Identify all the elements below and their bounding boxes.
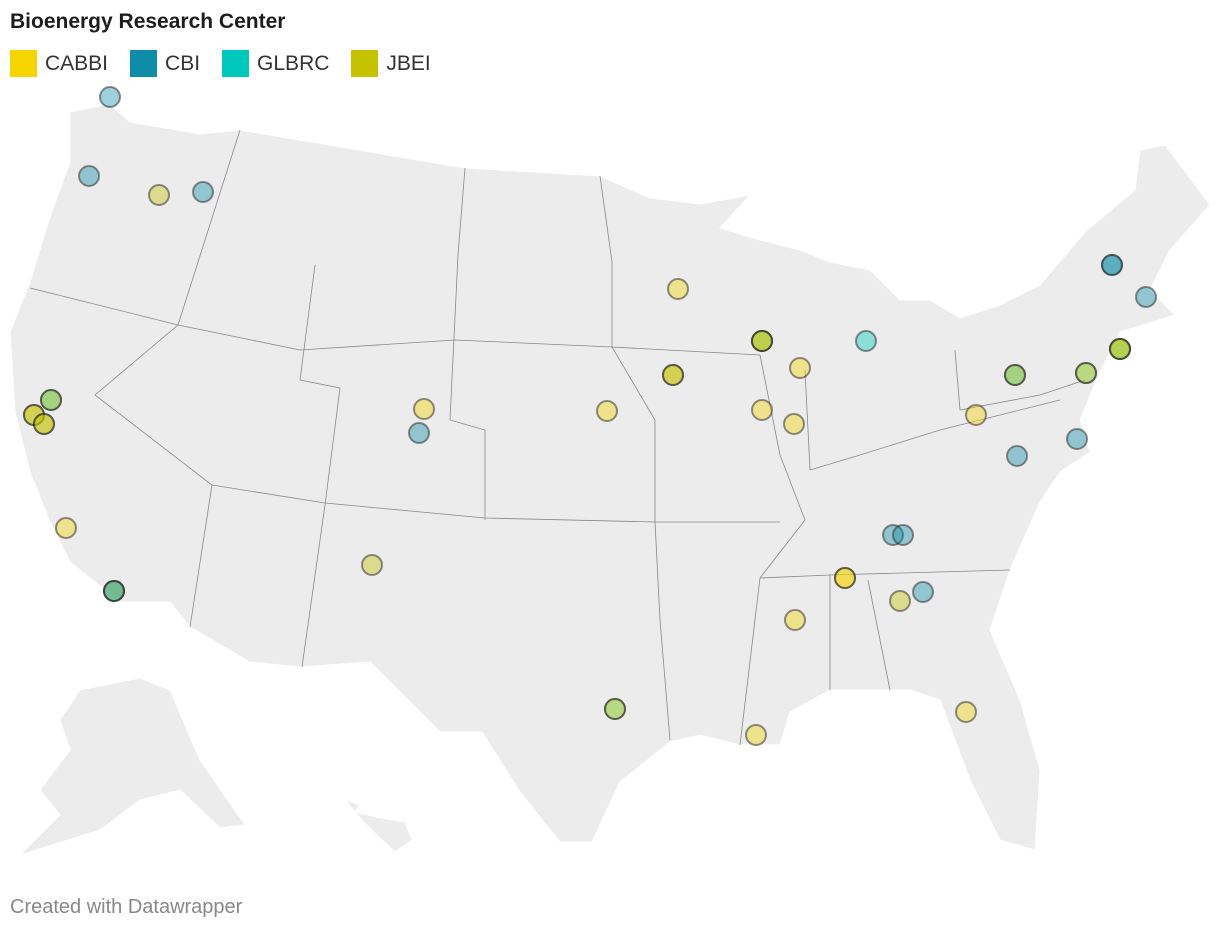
site-marker[interactable] (783, 413, 805, 435)
legend-label: CABBI (45, 51, 109, 75)
legend-item: CABBI (10, 50, 108, 77)
title: Bioenergy Research Center (10, 10, 286, 33)
state-borders (29, 129, 1086, 746)
legend-swatch (130, 50, 158, 77)
legend: CABBI CBI GLBRC JBEI (10, 50, 431, 77)
site-marker[interactable] (596, 400, 618, 422)
hawaii (343, 798, 413, 853)
site-marker[interactable] (1101, 254, 1123, 276)
site-marker[interactable] (789, 357, 811, 379)
site-marker[interactable] (912, 581, 934, 603)
site-marker[interactable] (834, 567, 856, 589)
site-marker[interactable] (99, 86, 121, 108)
legend-label: GLBRC (257, 51, 330, 75)
markers (23, 86, 1157, 746)
site-marker[interactable] (33, 413, 55, 435)
site-marker[interactable] (1006, 445, 1028, 467)
site-marker[interactable] (784, 609, 806, 631)
contiguous-us (9, 103, 1211, 851)
site-marker[interactable] (1109, 338, 1131, 360)
site-marker[interactable] (751, 399, 773, 421)
site-marker[interactable] (103, 580, 125, 602)
site-marker[interactable] (78, 165, 100, 187)
legend-label: CBI (165, 51, 201, 75)
legend-item: JBEI (351, 50, 431, 77)
site-marker[interactable] (751, 330, 773, 352)
legend-item: CBI (130, 50, 200, 77)
footer: Created with Datawrapper (10, 896, 243, 918)
legend-item: GLBRC (222, 50, 329, 77)
site-marker[interactable] (955, 701, 977, 723)
site-marker[interactable] (148, 184, 170, 206)
site-marker[interactable] (40, 389, 62, 411)
site-marker[interactable] (662, 364, 684, 386)
site-marker[interactable] (889, 590, 911, 612)
site-marker[interactable] (408, 422, 430, 444)
site-marker[interactable] (361, 554, 383, 576)
site-marker[interactable] (855, 330, 877, 352)
site-marker[interactable] (192, 181, 214, 203)
site-marker[interactable] (1075, 362, 1097, 384)
site-marker[interactable] (55, 517, 77, 539)
site-marker[interactable] (667, 278, 689, 300)
legend-swatch (10, 50, 37, 77)
site-marker[interactable] (604, 698, 626, 720)
alaska (19, 677, 246, 856)
legend-swatch (222, 50, 250, 77)
site-marker[interactable] (1066, 428, 1088, 450)
site-marker[interactable] (1004, 364, 1026, 386)
site-marker[interactable] (892, 524, 914, 546)
legend-swatch (351, 50, 379, 77)
site-marker[interactable] (965, 404, 987, 426)
site-marker[interactable] (413, 398, 435, 420)
site-marker[interactable] (1135, 286, 1157, 308)
site-marker[interactable] (745, 724, 767, 746)
legend-label: JBEI (386, 51, 431, 75)
